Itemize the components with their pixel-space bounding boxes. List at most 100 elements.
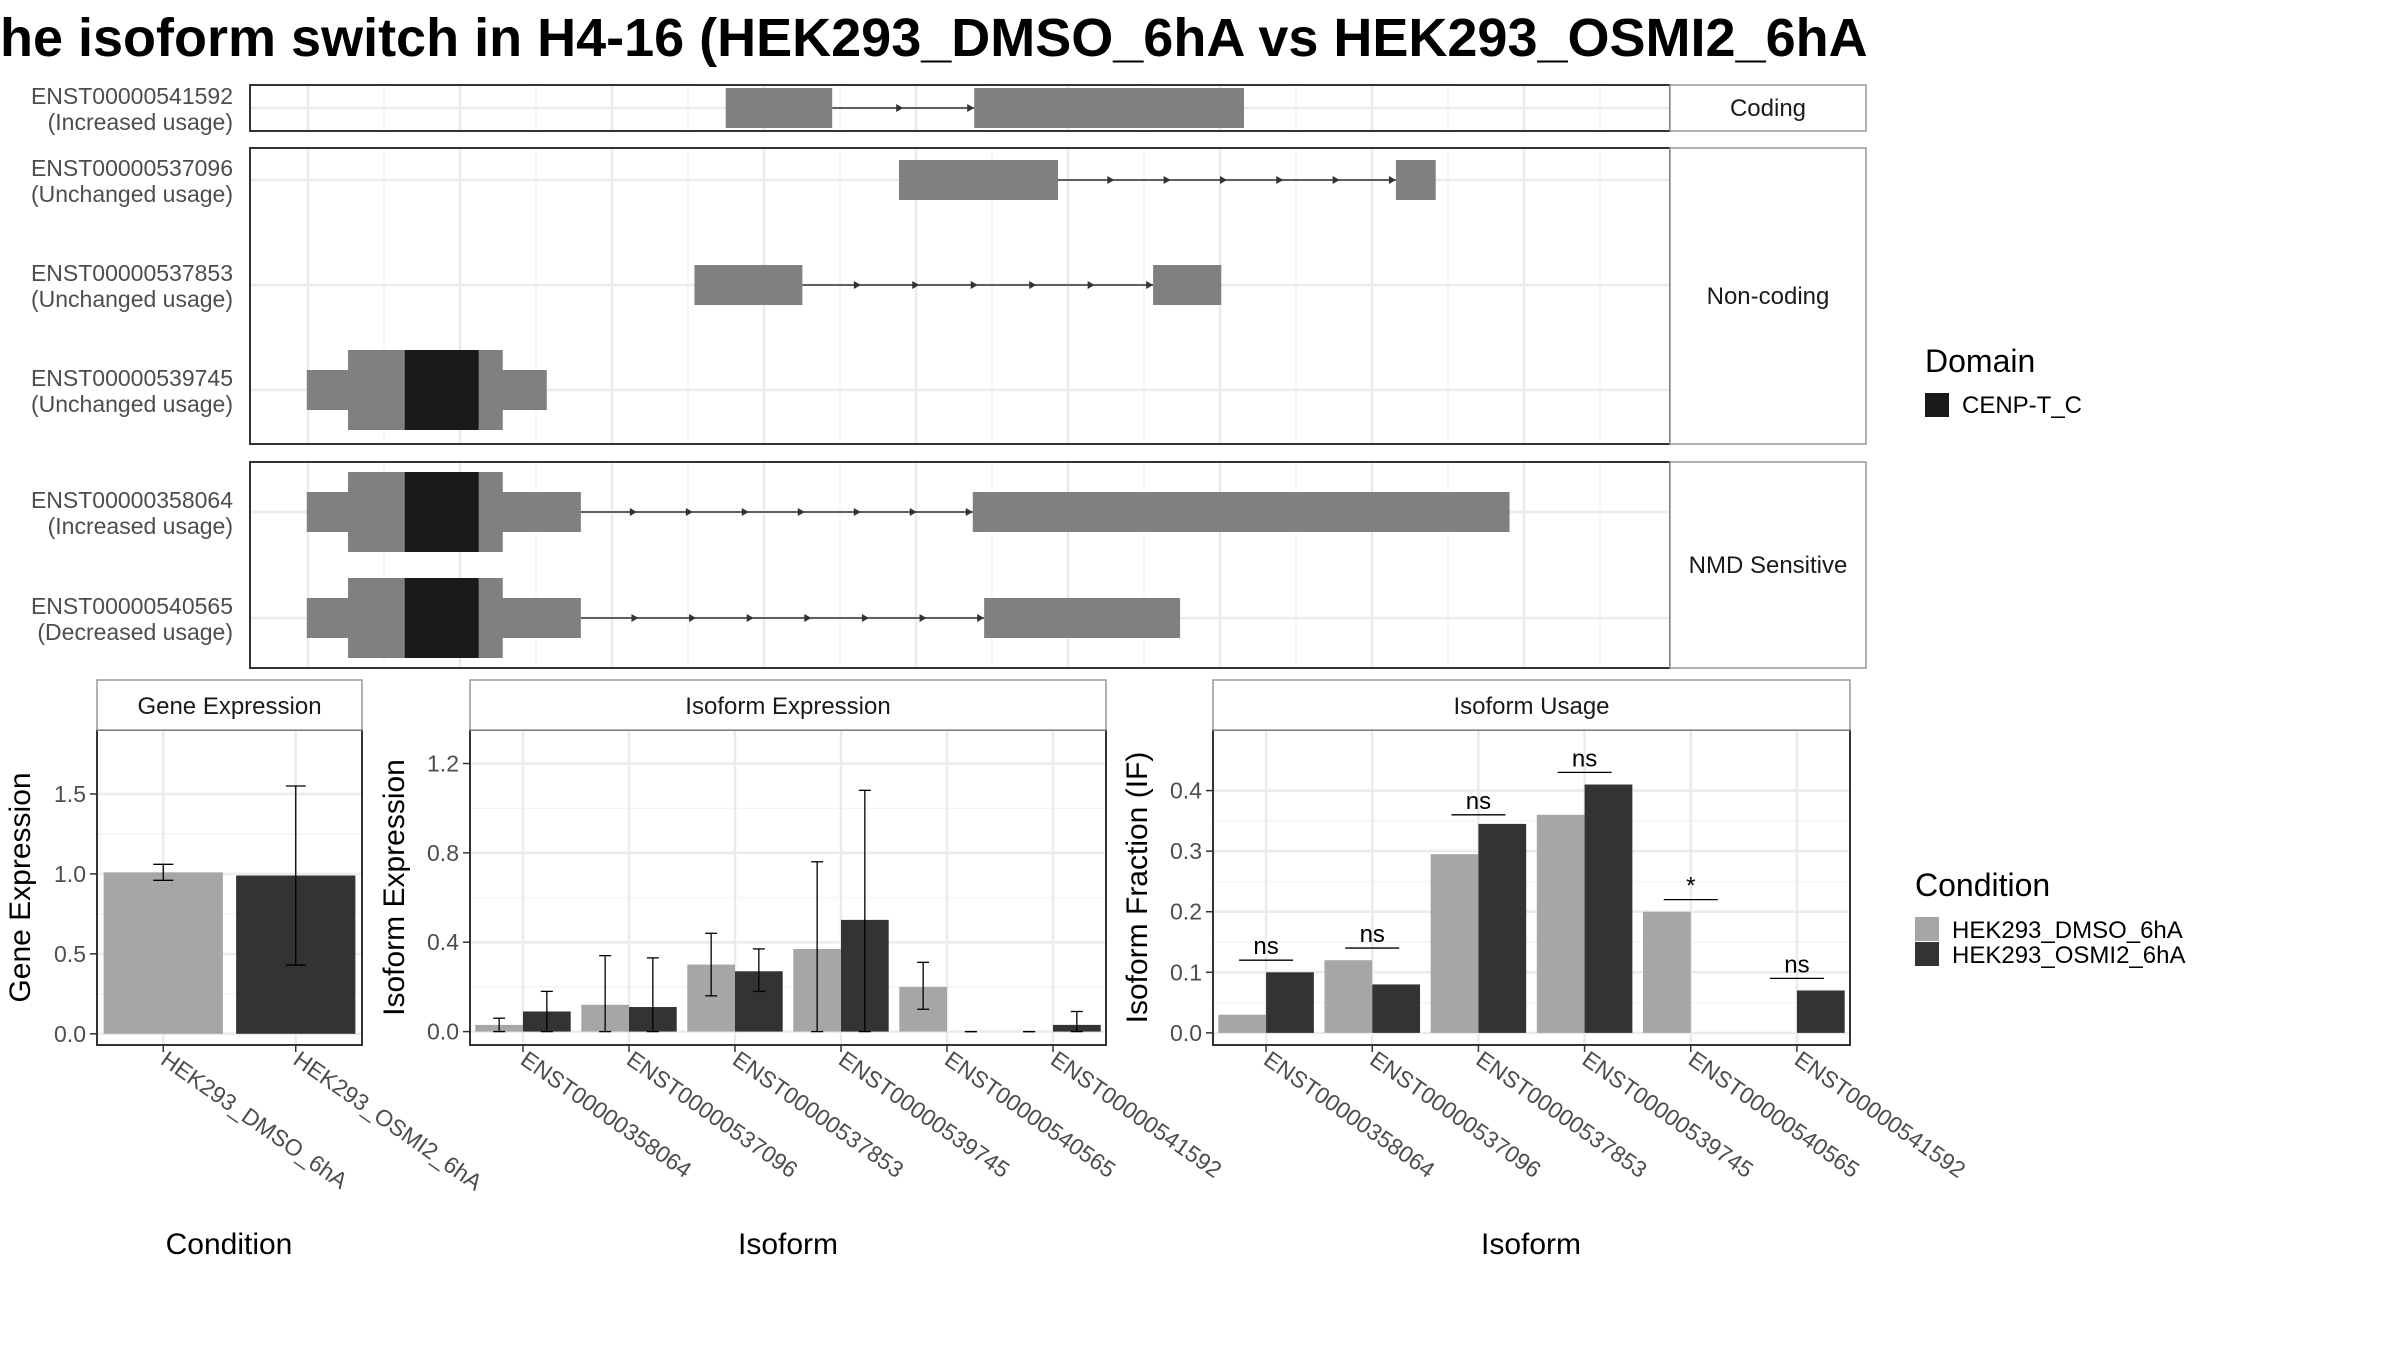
bar — [1536, 814, 1585, 1033]
chart-panel-bg — [470, 730, 1106, 1045]
chart-strip — [1212, 679, 1851, 731]
significance-label: ns — [1360, 921, 1385, 948]
transcript-usage-label: (Unchanged usage) — [31, 391, 233, 417]
exon — [1395, 160, 1436, 200]
condition-legend-label: HEK293_OSMI2_6hA — [1952, 942, 2185, 969]
intron-arrow — [631, 614, 639, 622]
y-axis-title: Isoform Fraction (IF) — [1121, 752, 1154, 1024]
y-tick-label: 0.4 — [427, 929, 459, 955]
transcript-id-label: ENST00000539745 — [31, 365, 233, 391]
intron-arrow — [912, 281, 920, 289]
x-tick-label: ENST00000537853 — [1472, 1046, 1652, 1183]
x-tick-label: ENST00000540565 — [1684, 1046, 1864, 1183]
bar — [1796, 990, 1845, 1033]
intron-arrow — [970, 281, 978, 289]
bar — [1324, 960, 1373, 1033]
y-tick-label: 1.2 — [427, 751, 459, 777]
x-tick-label: ENST00000358064 — [1259, 1046, 1440, 1183]
intron-arrow — [1087, 281, 1095, 289]
facet-strip-label: Coding — [1730, 95, 1806, 122]
x-axis-title: Isoform — [1481, 1228, 1581, 1261]
chart-title: Gene Expression — [137, 693, 321, 720]
intron-arrow — [853, 281, 861, 289]
y-tick-label: 1.5 — [54, 781, 86, 807]
transcript-usage-label: (Unchanged usage) — [31, 286, 233, 312]
transcript-id-label: ENST00000541592 — [31, 83, 233, 109]
chart-strip — [96, 679, 363, 731]
bar — [1430, 854, 1479, 1033]
y-axis-title: Isoform Expression — [378, 759, 411, 1016]
intron-arrow — [804, 614, 812, 622]
intron-arrow — [1219, 176, 1227, 184]
condition-legend-label: HEK293_DMSO_6hA — [1952, 917, 2183, 944]
intron-arrow — [741, 508, 749, 516]
transcript-id-label: ENST00000540565 — [31, 593, 233, 619]
intron-arrow — [861, 614, 869, 622]
bar — [1372, 984, 1421, 1033]
intron-arrow — [909, 508, 917, 516]
significance-label: * — [1686, 873, 1695, 900]
exon — [984, 598, 1181, 638]
domain-legend-title: Domain — [1925, 343, 2035, 379]
domain-core — [404, 578, 479, 658]
exon — [974, 88, 1244, 128]
intron-arrow — [797, 508, 805, 516]
intron-arrow — [1332, 176, 1340, 184]
transcript-usage-label: (Increased usage) — [48, 513, 233, 539]
exon — [972, 492, 1510, 532]
x-axis-title: Condition — [166, 1228, 293, 1261]
intron-arrow — [689, 614, 697, 622]
intron-arrow — [1029, 281, 1037, 289]
intron-arrow — [1146, 281, 1154, 289]
x-tick-label: ENST00000537096 — [1365, 1046, 1545, 1183]
transcript-usage-label: (Decreased usage) — [37, 619, 233, 645]
exon — [694, 265, 803, 305]
y-tick-label: 0.0 — [1170, 1020, 1202, 1046]
domain-legend-label: CENP-T_C — [1962, 392, 2082, 419]
bar — [1478, 823, 1527, 1033]
transcript-usage-label: (Increased usage) — [48, 109, 233, 135]
facet-strip — [1669, 147, 1867, 445]
intron-arrow — [1388, 176, 1396, 184]
domain-core — [404, 350, 479, 430]
intron-arrow — [853, 508, 861, 516]
x-tick-label: ENST00000541592 — [1046, 1046, 1226, 1183]
y-tick-label: 0.8 — [427, 840, 459, 866]
x-tick-label: ENST00000537096 — [622, 1046, 802, 1183]
bar — [103, 872, 223, 1034]
bar — [1218, 1014, 1267, 1033]
condition-legend-swatch — [1915, 942, 1939, 966]
bar — [1266, 972, 1314, 1033]
y-tick-label: 0.3 — [1170, 838, 1202, 864]
y-tick-label: 0.1 — [1170, 959, 1202, 985]
condition-legend-title: Condition — [1915, 867, 2050, 903]
y-tick-label: 0.4 — [1170, 778, 1202, 804]
y-axis-title: Gene Expression — [4, 772, 37, 1002]
intron-arrow — [977, 614, 985, 622]
intron-arrow — [919, 614, 927, 622]
facet-strip-label: Non-coding — [1707, 283, 1830, 310]
x-tick-label: ENST00000540565 — [940, 1046, 1120, 1183]
x-tick-label: ENST00000537853 — [728, 1046, 908, 1183]
significance-label: ns — [1784, 951, 1809, 978]
exon — [898, 160, 1058, 200]
domain-legend: Domain CENP-T_C — [1925, 343, 2082, 419]
transcript-id-label: ENST00000537853 — [31, 260, 233, 286]
exon — [725, 88, 833, 128]
intron-arrow — [1276, 176, 1284, 184]
chart-panel-bg — [1213, 730, 1850, 1045]
bar — [1642, 911, 1691, 1033]
intron-arrow — [965, 508, 973, 516]
y-tick-label: 1.0 — [54, 861, 86, 887]
chart-strip — [469, 679, 1107, 731]
intron-arrow — [967, 104, 975, 112]
intron-arrow — [629, 508, 637, 516]
domain-legend-swatch — [1925, 393, 1949, 417]
x-tick-label: ENST00000539745 — [1578, 1046, 1758, 1183]
y-tick-label: 0.5 — [54, 941, 86, 967]
significance-label: ns — [1253, 933, 1278, 960]
y-tick-label: 0.0 — [427, 1019, 459, 1045]
